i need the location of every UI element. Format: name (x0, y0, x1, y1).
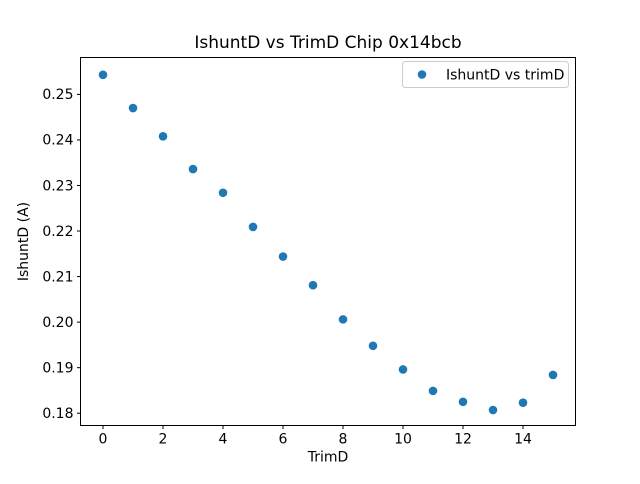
y-tick-label: 0.18 (42, 406, 73, 422)
y-tick-label: 0.25 (42, 87, 73, 103)
legend: IshuntD vs trimD (402, 61, 569, 88)
data-point (158, 131, 168, 141)
data-point (458, 397, 468, 407)
x-tick-label: 0 (99, 432, 108, 448)
chart-title: IshuntD vs TrimD Chip 0x14bcb (194, 33, 461, 53)
data-point (248, 222, 258, 232)
data-point (488, 405, 498, 415)
y-axis-ticks: 0.18 0.19 0.20 0.21 0.22 0.23 0.24 0.25 (42, 87, 81, 422)
y-tick-label: 0.24 (42, 133, 73, 149)
data-point (128, 103, 138, 113)
y-axis-label: IshuntD (A) (16, 202, 32, 281)
data-point (308, 280, 318, 290)
data-point (218, 188, 228, 198)
x-tick-label: 10 (394, 432, 412, 448)
x-tick-label: 4 (219, 432, 228, 448)
y-tick-label: 0.23 (42, 178, 73, 194)
data-point (278, 252, 288, 261)
scatter-points (98, 70, 558, 415)
x-tick-label: 6 (279, 432, 288, 448)
y-tick-label: 0.19 (42, 360, 73, 376)
data-point (98, 70, 108, 80)
data-point (428, 386, 438, 396)
legend-marker-circle-icon (417, 70, 427, 79)
x-tick-label: 12 (454, 432, 472, 448)
data-point (368, 341, 378, 351)
y-tick-label: 0.21 (42, 269, 73, 285)
data-point (188, 164, 198, 174)
legend-box (402, 61, 569, 88)
x-axis-ticks: 0 2 4 6 8 10 12 14 (99, 425, 532, 448)
data-point (398, 365, 408, 374)
y-tick-label: 0.22 (42, 224, 73, 240)
data-point (548, 370, 558, 380)
x-tick-label: 8 (339, 432, 348, 448)
x-axis-label: TrimD (307, 450, 349, 466)
y-tick-label: 0.20 (42, 315, 73, 331)
plot-area (80, 57, 576, 426)
x-tick-label: 2 (159, 432, 168, 448)
x-tick-label: 14 (514, 432, 532, 448)
data-point (338, 315, 348, 324)
legend-label: IshuntD vs trimD (446, 68, 564, 84)
data-point (518, 398, 528, 408)
